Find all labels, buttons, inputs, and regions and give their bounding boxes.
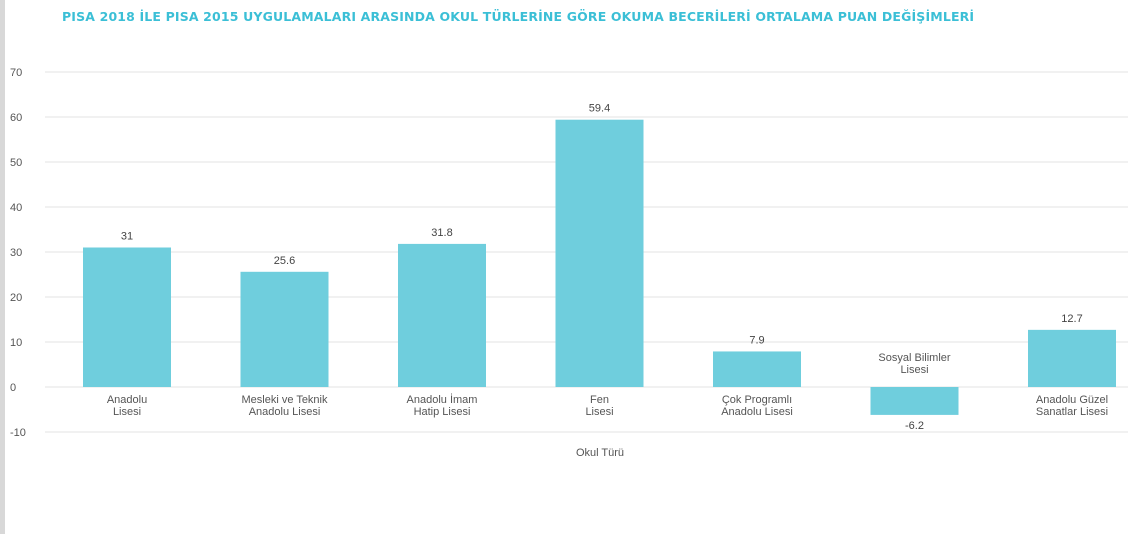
data-label: 25.6 [274, 255, 295, 267]
bar [713, 351, 801, 387]
category-labels: Anadolu Lisesi Mesleki ve Teknik Anadolu Li… [107, 352, 1108, 418]
data-labels: 31 25.6 31.8 59.4 7.9 -6.2 12.7 [121, 103, 1083, 432]
data-label: 59.4 [589, 103, 610, 115]
y-tick-label: 50 [10, 157, 22, 169]
category-label: Anadolu İmam Hatip Lisesi [407, 393, 478, 418]
bar [398, 243, 486, 387]
category-label: Anadolu Güzel Sanatlar Lisesi [1036, 394, 1108, 418]
data-label: 12.7 [1061, 313, 1082, 325]
bars [83, 119, 1116, 415]
y-tick-label: 70 [10, 67, 22, 79]
data-label: 7.9 [749, 334, 764, 346]
y-tick-label: 10 [10, 337, 22, 349]
data-label: 31 [121, 231, 133, 243]
y-tick-label: 60 [10, 112, 22, 124]
y-tick-label: 0 [10, 382, 16, 394]
bar [870, 387, 959, 415]
left-edge-strip [0, 0, 5, 534]
category-label: Çok Programlı Anadolu Lisesi [721, 394, 793, 418]
x-axis-title: Okul Türü [576, 447, 624, 459]
y-tick-label: 30 [10, 247, 22, 259]
chart-title: PISA 2018 İLE PISA 2015 UYGULAMALARI ARA… [62, 9, 975, 24]
category-label: Anadolu Lisesi [107, 394, 147, 418]
y-tick-label: 20 [10, 292, 22, 304]
bar [1028, 329, 1116, 387]
y-tick-label: -10 [10, 427, 26, 439]
bar [555, 119, 644, 387]
category-label: Sosyal Bilimler Lisesi [878, 352, 950, 376]
y-tick-label: 40 [10, 202, 22, 214]
data-label: -6.2 [905, 420, 924, 432]
y-axis-ticks: 70 60 50 40 30 20 10 0 -10 [10, 67, 26, 439]
data-label: 31.8 [431, 227, 452, 239]
bar [240, 271, 329, 387]
bar [83, 247, 171, 387]
category-label: Mesleki ve Teknik Anadolu Lisesi [242, 394, 328, 418]
category-label: Fen Lisesi [585, 394, 613, 418]
